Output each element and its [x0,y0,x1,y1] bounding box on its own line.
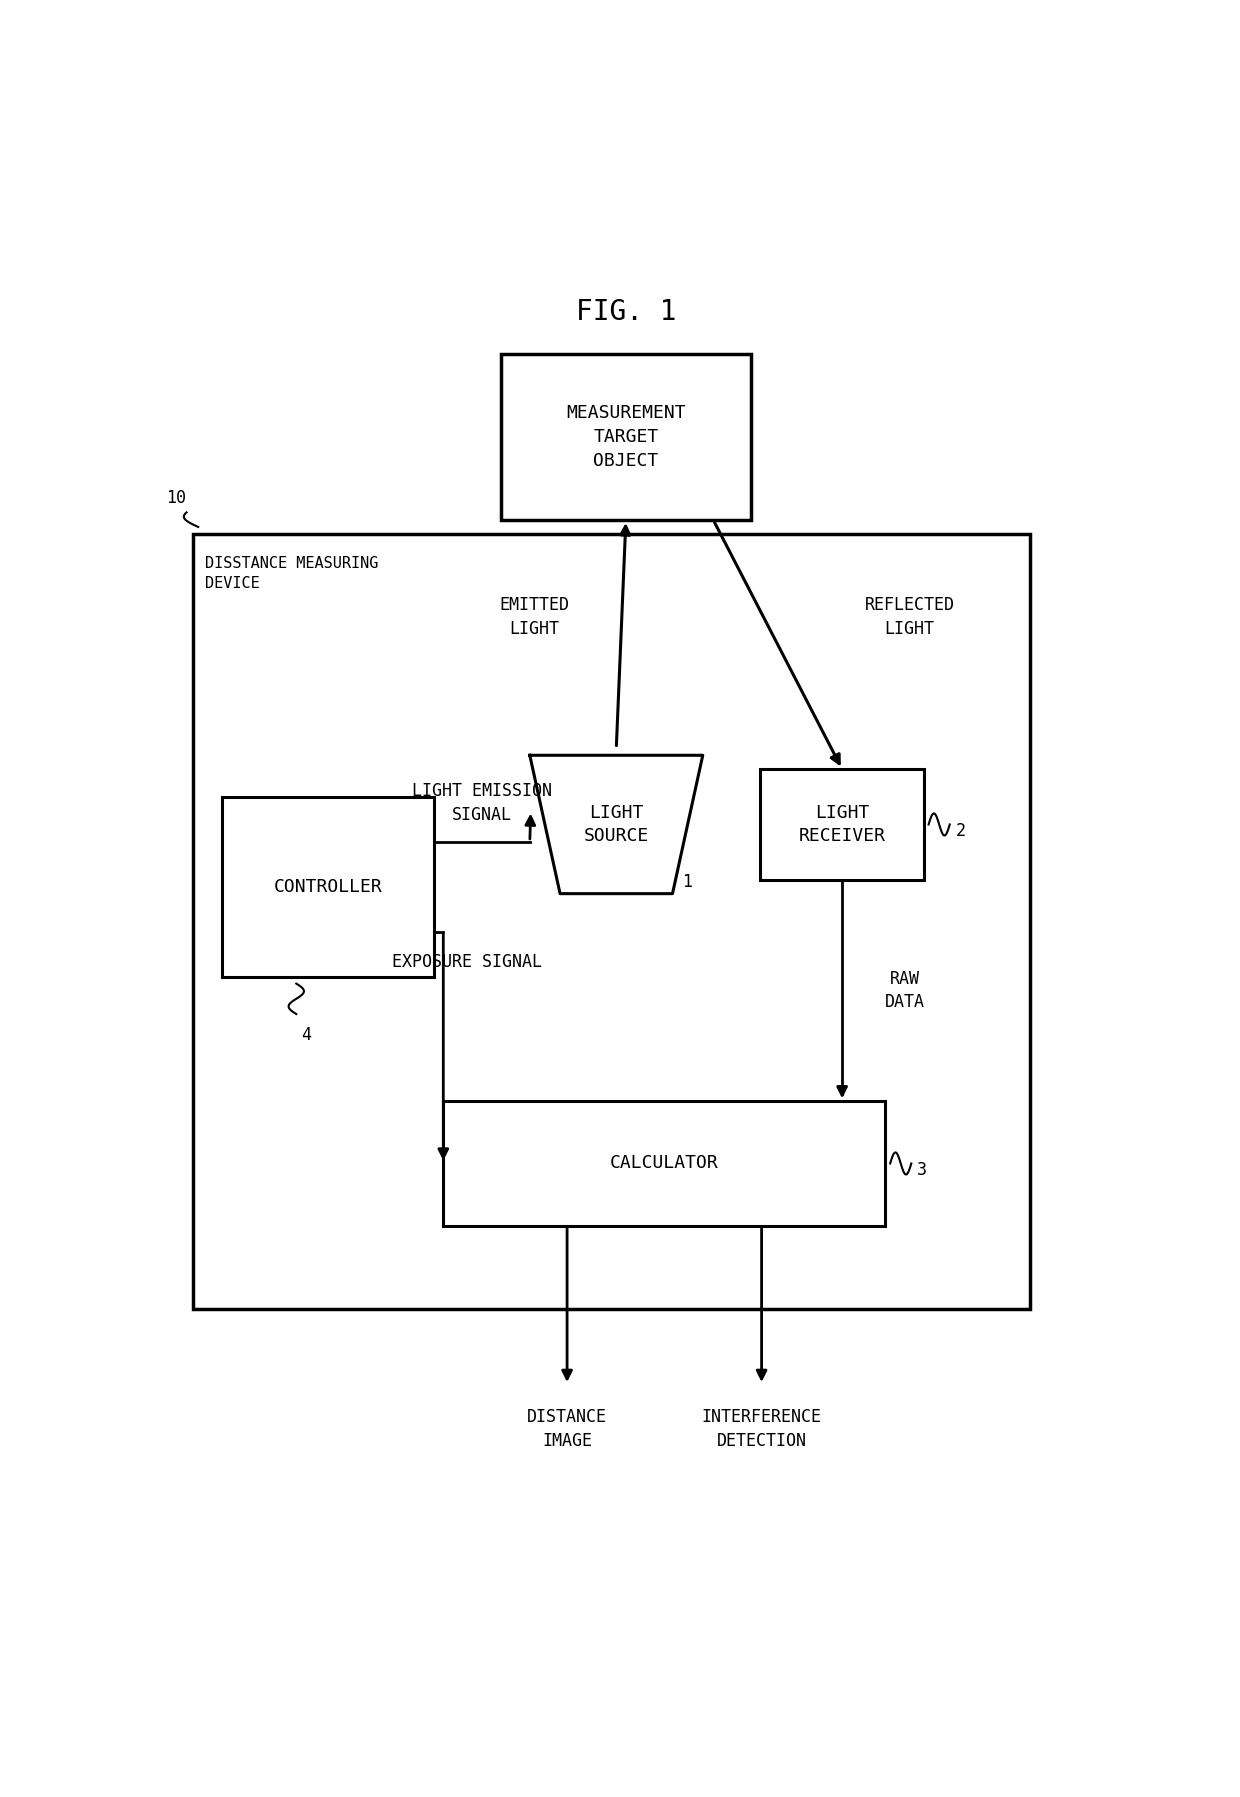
Text: INTERFERENCE
DETECTION: INTERFERENCE DETECTION [702,1409,822,1450]
Text: CONTROLLER: CONTROLLER [274,877,382,895]
Text: 2: 2 [956,823,966,841]
Bar [760,769,924,881]
Polygon shape [529,755,703,893]
Text: CALCULATOR: CALCULATOR [610,1154,719,1172]
Text: LIGHT
SOURCE: LIGHT SOURCE [584,803,649,845]
Text: 10: 10 [166,489,186,507]
Text: DISTANCE
IMAGE: DISTANCE IMAGE [527,1409,608,1450]
Text: LIGHT
RECEIVER: LIGHT RECEIVER [799,803,885,845]
Text: MEASUREMENT
TARGET
OBJECT: MEASUREMENT TARGET OBJECT [567,404,686,469]
Text: RAW
DATA: RAW DATA [884,970,925,1012]
Text: EMITTED
LIGHT: EMITTED LIGHT [500,597,569,638]
Text: REFLECTED
LIGHT: REFLECTED LIGHT [864,597,955,638]
Bar [222,796,434,978]
Text: LIGHT EMISSION
SIGNAL: LIGHT EMISSION SIGNAL [412,782,552,823]
Text: 1: 1 [682,873,692,891]
Text: DISSTANCE MEASURING
DEVICE: DISSTANCE MEASURING DEVICE [205,555,378,591]
Text: EXPOSURE SIGNAL: EXPOSURE SIGNAL [392,952,542,970]
Bar [193,534,1029,1308]
Bar [444,1102,885,1226]
Text: 3: 3 [918,1161,928,1179]
Text: FIG. 1: FIG. 1 [575,298,676,327]
Text: 4: 4 [301,1026,311,1044]
Bar [501,354,750,519]
